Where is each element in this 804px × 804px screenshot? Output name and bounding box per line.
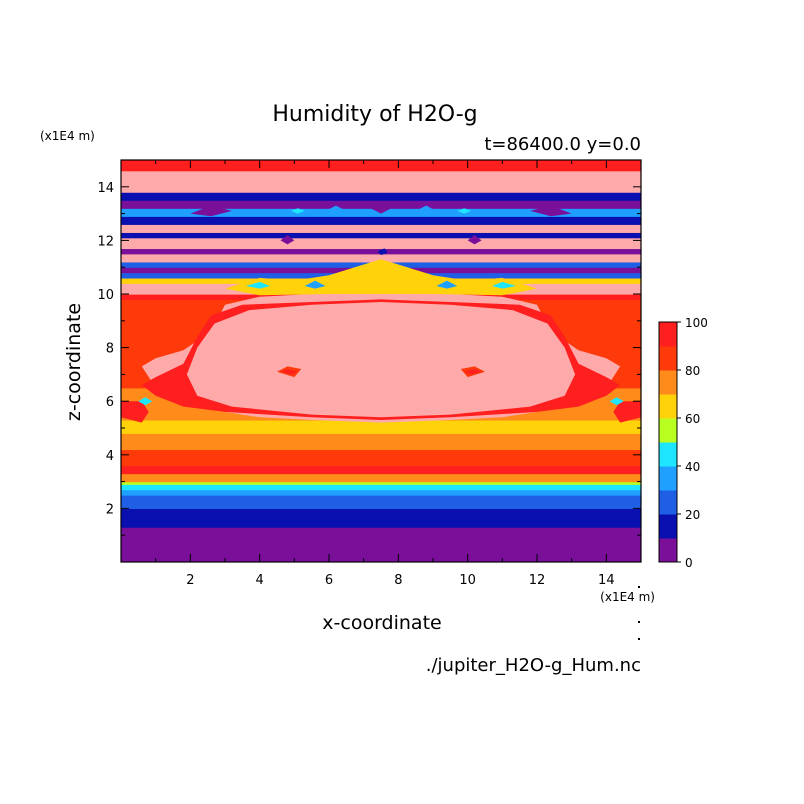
humidity-field <box>121 160 641 562</box>
colorbar-swatch <box>659 490 677 515</box>
humidity-band <box>121 465 641 475</box>
colorbar-frame <box>658 321 678 563</box>
humidity-band <box>121 419 641 434</box>
marker-dot <box>638 638 640 640</box>
humidity-region <box>530 205 572 217</box>
colorbar-swatch <box>659 538 677 563</box>
humidity-band <box>121 216 641 225</box>
colorbar-tick-label: 100 <box>685 316 708 330</box>
humidity-band <box>121 473 641 483</box>
humidity-region <box>377 248 388 256</box>
humidity-band <box>121 253 641 263</box>
x-tick-label: 4 <box>256 573 264 588</box>
colorbar-tick-label: 80 <box>685 364 700 378</box>
humidity-band <box>121 232 641 239</box>
y-tick-label: 4 <box>106 449 114 464</box>
colorbar-swatch <box>659 394 677 419</box>
y-axis-label: z-coordinate <box>63 303 85 421</box>
x-axis-label: x-coordinate <box>322 612 441 634</box>
humidity-region <box>325 205 347 215</box>
marker-dot <box>638 621 640 623</box>
x-tick-label: 14 <box>598 573 615 588</box>
marker-dot <box>638 586 640 588</box>
plot-frame <box>120 159 642 563</box>
colorbar-tick-label: 0 <box>685 556 693 570</box>
humidity-band <box>121 527 641 562</box>
colorbar-swatch <box>659 346 677 371</box>
x-tick-label: 6 <box>325 573 333 588</box>
y-tick-label: 10 <box>97 288 114 303</box>
colorbar: 0 20 40 60 80 100 <box>658 316 708 570</box>
y-tick-label: 6 <box>106 395 114 410</box>
humidity-region <box>415 205 437 215</box>
colorbar-swatch <box>659 442 677 467</box>
y-axis-unit: (x1E4 m) <box>40 129 95 143</box>
y-tick-label: 14 <box>97 181 114 196</box>
plot-area: 2 4 6 8 10 12 14 2 4 6 8 10 12 14 <box>97 159 642 588</box>
humidity-region <box>491 281 517 289</box>
colorbar-tick-label: 60 <box>685 412 700 426</box>
humidity-region <box>436 425 475 434</box>
colorbar-swatch <box>659 370 677 395</box>
humidity-region <box>190 205 232 217</box>
chart-title: Humidity of H2O-g <box>272 102 477 127</box>
humidity-region <box>225 259 537 296</box>
y-axis: 2 4 6 8 10 12 14 <box>97 181 641 536</box>
humidity-region <box>304 280 326 289</box>
humidity-region <box>287 425 326 434</box>
chart-subtitle: t=86400.0 y=0.0 <box>484 134 641 155</box>
humidity-region <box>457 208 472 214</box>
humidity-band <box>121 489 641 496</box>
humidity-band <box>121 192 641 201</box>
humidity-band <box>121 508 641 528</box>
humidity-band <box>121 160 641 172</box>
colorbar-swatch <box>659 514 677 539</box>
x-axis: 2 4 6 8 10 12 14 <box>155 160 615 588</box>
x-tick-label: 8 <box>394 573 402 588</box>
humidity-band <box>121 481 641 485</box>
x-tick-label: 10 <box>459 573 476 588</box>
humidity-region <box>280 369 298 375</box>
colorbar-swatch <box>659 466 677 491</box>
colorbar-tick-label: 20 <box>685 508 700 522</box>
humidity-region <box>436 280 458 289</box>
humidity-region <box>609 397 624 406</box>
humidity-band <box>121 484 641 491</box>
corner-markers <box>638 586 640 640</box>
humidity-region <box>245 281 271 289</box>
y-tick-label: 12 <box>97 234 114 249</box>
humidity-region <box>464 369 482 375</box>
colorbar-tick-label: 40 <box>685 460 700 474</box>
humidity-band <box>121 433 641 451</box>
humidity-region <box>280 235 295 245</box>
humidity-region <box>467 235 482 245</box>
humidity-region <box>138 397 153 406</box>
x-tick-label: 12 <box>529 573 546 588</box>
y-tick-label: 2 <box>106 502 114 517</box>
humidity-region <box>290 208 305 214</box>
source-filename: ./jupiter_H2O-g_Hum.nc <box>426 655 641 676</box>
colorbar-swatch <box>659 418 677 443</box>
y-tick-label: 8 <box>106 342 114 357</box>
humidity-band <box>121 237 641 250</box>
humidity-region <box>121 401 149 423</box>
humidity-band <box>121 224 641 233</box>
humidity-region <box>613 401 641 423</box>
colorbar-swatch <box>659 322 677 347</box>
humidity-band <box>121 495 641 509</box>
humidity-region <box>370 202 392 214</box>
x-axis-unit: (x1E4 m) <box>600 590 655 604</box>
humidity-region <box>186 302 576 418</box>
humidity-band <box>121 170 641 193</box>
humidity-band <box>121 449 641 467</box>
x-tick-label: 2 <box>186 573 194 588</box>
